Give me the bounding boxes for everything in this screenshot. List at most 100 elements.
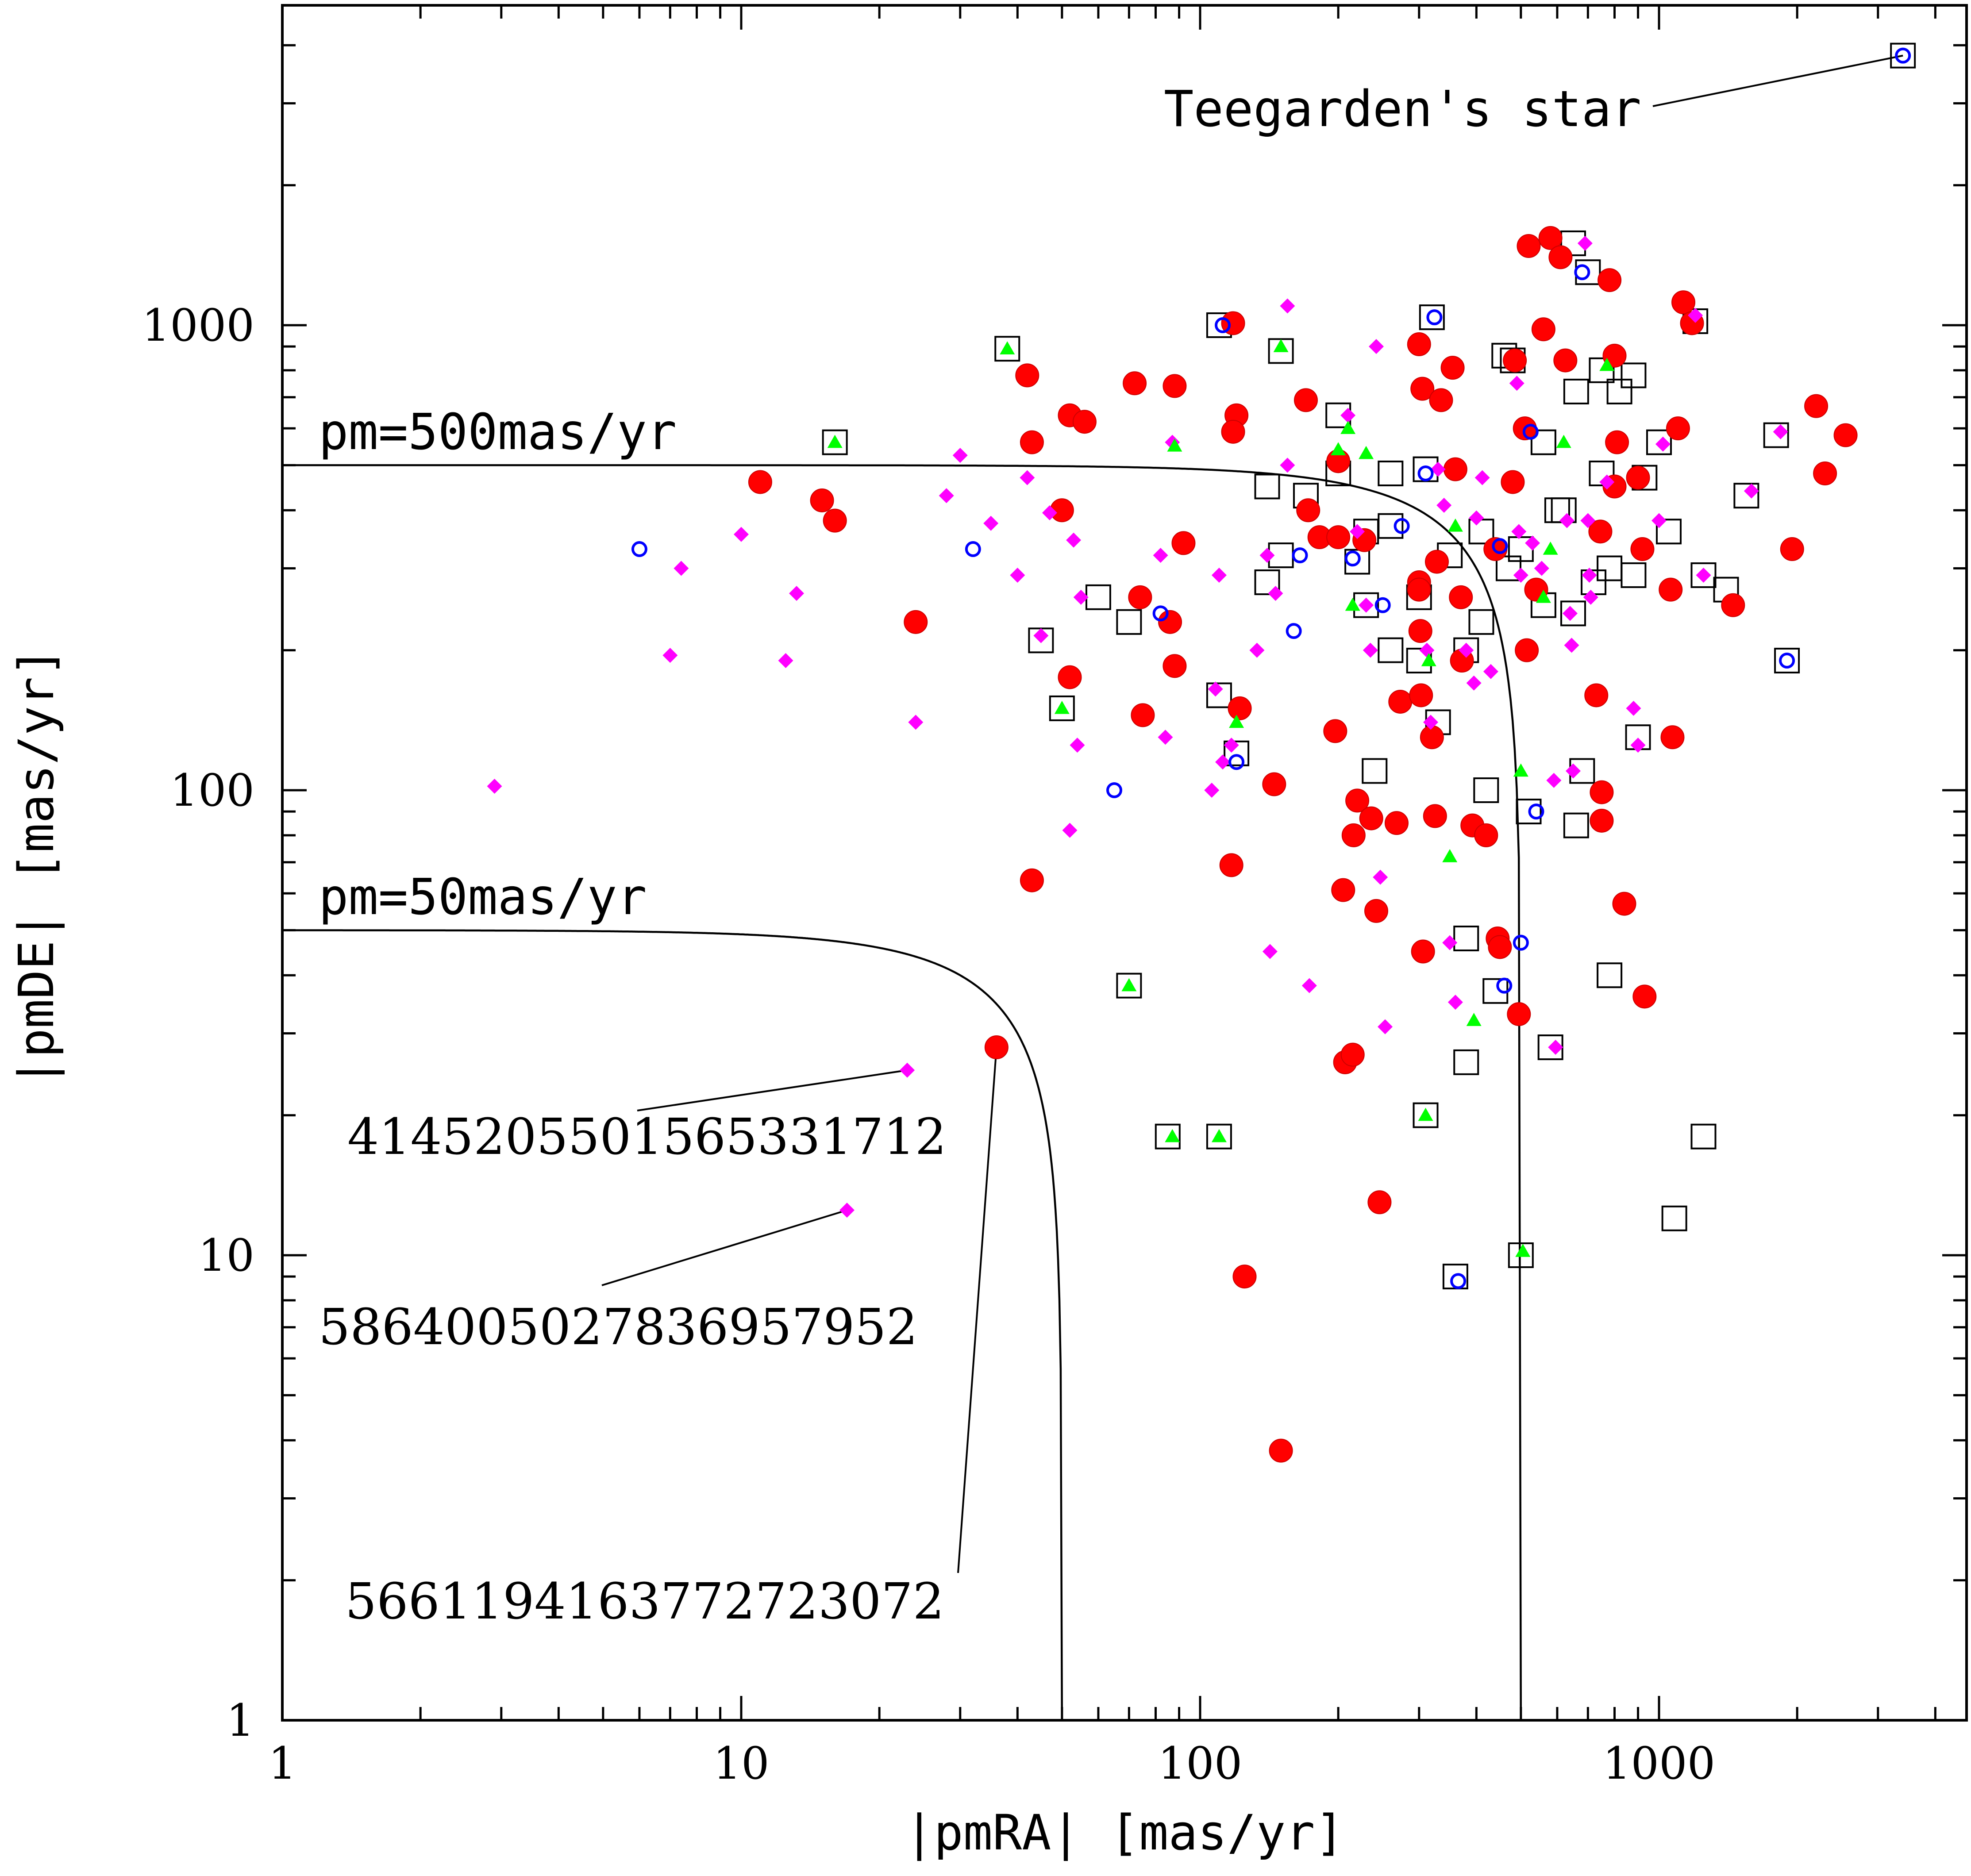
point-filled-red bbox=[1269, 1438, 1293, 1463]
curve-pm500 bbox=[282, 464, 1522, 1721]
point-squares bbox=[1362, 758, 1388, 784]
y-tick-label-100: 100 bbox=[170, 765, 254, 816]
point-magenta bbox=[1548, 1040, 1563, 1055]
point-squares bbox=[1254, 473, 1280, 500]
point-filled-red bbox=[1364, 899, 1389, 923]
point-magenta bbox=[1268, 586, 1283, 601]
point-squares bbox=[822, 429, 848, 455]
point-filled-red bbox=[1548, 245, 1573, 269]
point-filled-red bbox=[1443, 457, 1467, 481]
point-filled-red bbox=[1171, 531, 1196, 555]
point-filled-red bbox=[1721, 593, 1745, 617]
point-filled-red bbox=[1780, 537, 1804, 561]
point-green bbox=[1121, 978, 1137, 992]
point-filled-red bbox=[1584, 683, 1609, 707]
point-filled-red bbox=[1326, 525, 1351, 550]
point-squares bbox=[1733, 483, 1759, 509]
point-magenta bbox=[1651, 513, 1667, 528]
point-magenta bbox=[1582, 568, 1597, 583]
point-filled-red bbox=[1488, 935, 1512, 959]
point-blue bbox=[631, 541, 647, 557]
point-filled-red bbox=[1666, 416, 1690, 441]
point-filled-red bbox=[1590, 780, 1614, 804]
x-tick-label-10: 10 bbox=[713, 1738, 769, 1789]
point-squares bbox=[1563, 812, 1589, 838]
point-filled-red bbox=[823, 508, 847, 533]
point-squares bbox=[1344, 549, 1370, 575]
point-filled-red bbox=[1219, 853, 1243, 877]
data-points bbox=[487, 42, 1916, 1463]
point-magenta bbox=[1565, 763, 1581, 779]
point-magenta bbox=[1430, 461, 1446, 477]
point-filled-red bbox=[1408, 619, 1432, 643]
point-squares bbox=[1690, 1123, 1717, 1149]
point-filled-red bbox=[1163, 654, 1187, 678]
point-magenta bbox=[1153, 548, 1168, 563]
point-filled-red bbox=[1449, 585, 1473, 609]
point-magenta bbox=[1436, 497, 1452, 513]
point-filled-red bbox=[1531, 317, 1555, 342]
point-squares bbox=[1378, 637, 1404, 663]
point-filled-red bbox=[1612, 892, 1636, 916]
point-filled-red bbox=[1163, 374, 1187, 398]
point-magenta bbox=[487, 778, 502, 794]
point-filled-red bbox=[1507, 1002, 1531, 1026]
point-magenta bbox=[900, 1062, 915, 1078]
point-green bbox=[1421, 653, 1436, 666]
point-magenta bbox=[1301, 978, 1317, 993]
point-squares bbox=[1621, 562, 1647, 588]
point-filled-red bbox=[1517, 234, 1541, 258]
point-squares bbox=[1544, 497, 1570, 523]
point-blue bbox=[1450, 1273, 1467, 1289]
point-blue bbox=[1513, 934, 1529, 951]
point-magenta bbox=[1509, 376, 1524, 391]
leader-gaia-5864 bbox=[601, 1209, 847, 1286]
point-squares bbox=[1378, 513, 1404, 539]
point-filled-red bbox=[1293, 388, 1318, 412]
point-magenta bbox=[908, 715, 924, 730]
point-squares bbox=[994, 336, 1020, 362]
point-green bbox=[1536, 589, 1551, 603]
point-magenta bbox=[1447, 995, 1463, 1010]
point-filled-red bbox=[1503, 348, 1527, 373]
pm50-label: pm=50mas/yr bbox=[319, 869, 647, 926]
point-green bbox=[1447, 518, 1463, 532]
point-magenta bbox=[1474, 470, 1490, 485]
point-squares bbox=[1378, 461, 1404, 487]
point-filled-red bbox=[1367, 1190, 1392, 1215]
point-magenta bbox=[1369, 339, 1384, 354]
point-filled-red bbox=[1588, 519, 1613, 544]
point-squares bbox=[1155, 1123, 1181, 1149]
point-filled-red bbox=[1123, 371, 1147, 396]
point-magenta bbox=[1158, 730, 1173, 745]
point-filled-red bbox=[1384, 811, 1409, 835]
point-green bbox=[1345, 597, 1360, 611]
point-filled-red bbox=[1501, 470, 1525, 494]
point-magenta bbox=[1580, 513, 1596, 528]
point-filled-red bbox=[1232, 1265, 1257, 1289]
point-magenta bbox=[1259, 548, 1275, 563]
point-magenta bbox=[1208, 681, 1223, 697]
point-filled-red bbox=[1323, 719, 1347, 743]
point-magenta bbox=[1419, 642, 1435, 658]
plot-frame bbox=[281, 4, 1968, 1722]
point-magenta bbox=[1696, 568, 1711, 583]
point-green bbox=[1442, 849, 1458, 862]
y-tick-label-1: 1 bbox=[226, 1695, 254, 1746]
point-magenta bbox=[1511, 524, 1527, 539]
point-filled-red bbox=[1341, 823, 1366, 847]
point-green bbox=[1211, 1129, 1227, 1142]
pm-curves bbox=[282, 464, 1522, 1721]
y-tick-label-10: 10 bbox=[198, 1230, 254, 1281]
point-squares bbox=[1049, 695, 1075, 721]
point-filled-red bbox=[1015, 363, 1039, 388]
point-squares bbox=[1661, 1205, 1687, 1231]
point-blue bbox=[1292, 547, 1308, 564]
point-green bbox=[1000, 341, 1015, 354]
point-squares bbox=[1690, 562, 1717, 588]
point-squares bbox=[1597, 962, 1623, 988]
point-squares bbox=[1774, 648, 1800, 674]
point-magenta bbox=[1469, 510, 1484, 526]
point-blue bbox=[1106, 782, 1122, 798]
point-magenta bbox=[1466, 675, 1482, 691]
